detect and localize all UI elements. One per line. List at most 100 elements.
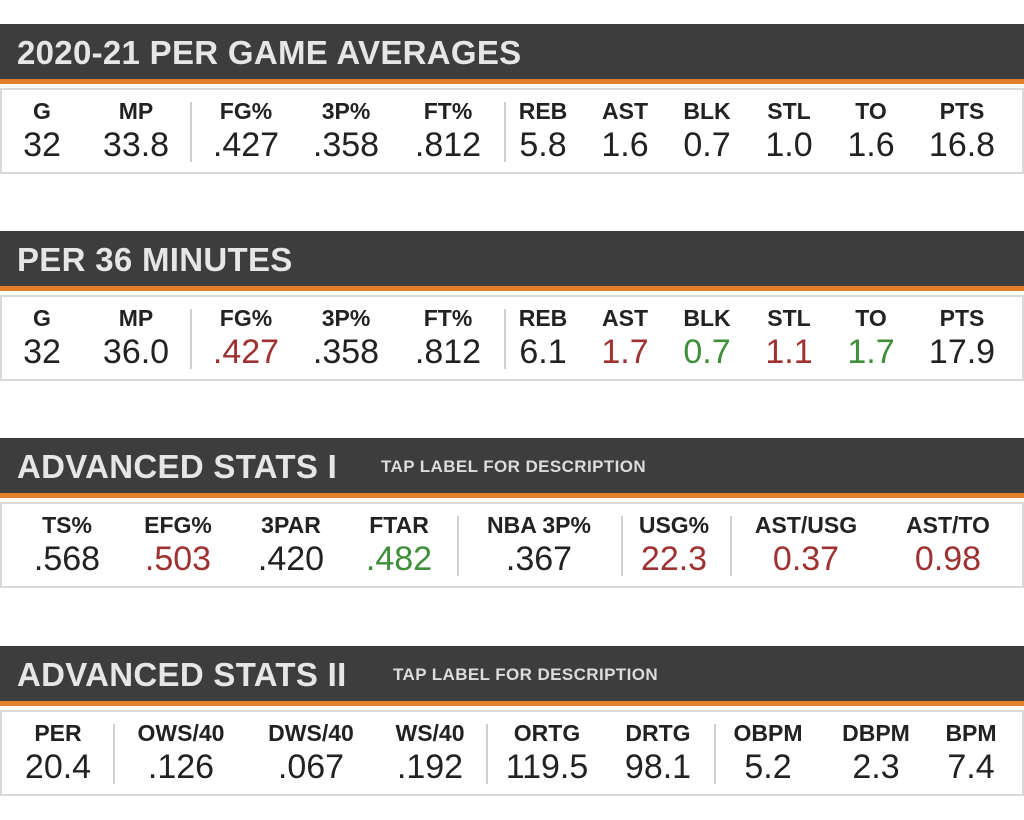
stat-value: 5.2 — [744, 748, 792, 786]
column-divider — [457, 516, 459, 576]
stat-label[interactable]: 3PAR — [261, 512, 321, 538]
stat-label[interactable]: DWS/40 — [268, 720, 354, 746]
stat-ows-40[interactable]: OWS/40.126 — [120, 712, 242, 794]
stat-value: .427 — [212, 126, 280, 164]
stat-value: .420 — [257, 540, 325, 578]
stat-label: 3P% — [321, 305, 371, 331]
stat-ast: AST 1.7 — [590, 297, 660, 379]
stat-label: MP — [118, 98, 154, 124]
stat-label: FG% — [219, 305, 273, 331]
stat-value: .367 — [505, 540, 573, 578]
stat-3p-pct: 3P% .358 — [298, 297, 394, 379]
stat-label[interactable]: OWS/40 — [137, 720, 225, 746]
column-divider — [714, 724, 716, 784]
stat-value: 0.37 — [772, 540, 840, 578]
stat-label[interactable]: WS/40 — [395, 720, 465, 746]
stat-label[interactable]: AST/TO — [906, 512, 990, 538]
stat-reb: REB 6.1 — [508, 297, 578, 379]
stat-bpm[interactable]: BPM 7.4 — [930, 712, 1012, 794]
per-36-minutes-section: PER 36 MINUTES G 32 MP 36.0 FG% .427 3P% .35… — [0, 231, 1024, 381]
stat-value: .192 — [396, 748, 464, 786]
stat-label: G — [33, 305, 51, 331]
stat-label[interactable]: DRTG — [625, 720, 691, 746]
tap-label-hint: TAP LABEL FOR DESCRIPTION — [381, 457, 647, 476]
stat-3par[interactable]: 3PAR .420 — [240, 504, 342, 586]
stat-label: AST — [602, 305, 648, 331]
stat-label[interactable]: ORTG — [513, 720, 581, 746]
stat-label[interactable]: FTAR — [369, 512, 429, 538]
stat-ast: AST 1.6 — [590, 90, 660, 172]
stat-label: G — [33, 98, 51, 124]
column-divider — [190, 102, 192, 162]
stat-ft-pct: FT% .812 — [400, 90, 496, 172]
stat-value: .812 — [414, 333, 482, 371]
section-header: PER 36 MINUTES — [0, 231, 1024, 291]
stat-label[interactable]: EFG% — [144, 512, 212, 538]
stat-value: .812 — [414, 126, 482, 164]
stat-value: .126 — [147, 748, 215, 786]
stat-g: G 32 — [10, 90, 74, 172]
stat-efg-pct[interactable]: EFG% .503 — [122, 504, 234, 586]
stat-label[interactable]: AST/USG — [754, 512, 858, 538]
stat-row: TS% .568 EFG% .503 3PAR .420 FTAR .482 NBA 3… — [0, 502, 1024, 588]
stat-dws-40[interactable]: DWS/40.067 — [250, 712, 372, 794]
stat-label[interactable]: USG% — [638, 512, 710, 538]
stat-label[interactable]: NBA 3P% — [487, 512, 591, 538]
stat-label[interactable]: DBPM — [842, 720, 910, 746]
stat-label[interactable]: BPM — [945, 720, 997, 746]
section-header: ADVANCED STATS II TAP LABEL FOR DESCRIPT… — [0, 646, 1024, 706]
stat-value: 1.1 — [765, 333, 813, 371]
stat-label[interactable]: PER — [34, 720, 82, 746]
section-title: PER 36 MINUTES — [17, 241, 293, 278]
stat-ws-40[interactable]: WS/40.192 — [378, 712, 482, 794]
stat-dbpm[interactable]: DBPM 2.3 — [828, 712, 924, 794]
stat-value: .067 — [277, 748, 345, 786]
stat-value: 1.7 — [847, 333, 895, 371]
stat-label[interactable]: TS% — [42, 512, 92, 538]
stat-mp: MP 33.8 — [90, 90, 182, 172]
stat-ts-pct[interactable]: TS% .568 — [16, 504, 118, 586]
stat-value: .427 — [212, 333, 280, 371]
stat-ortg[interactable]: ORTG 119.5 — [492, 712, 602, 794]
stat-value: .358 — [312, 126, 380, 164]
stat-blk: BLK 0.7 — [672, 90, 742, 172]
stat-label: BLK — [683, 98, 731, 124]
stat-value: 119.5 — [505, 748, 589, 786]
column-divider — [486, 724, 488, 784]
stat-value: 1.6 — [601, 126, 649, 164]
stat-nba-3p-pct[interactable]: NBA 3P% .367 — [464, 504, 614, 586]
per-game-averages-section: 2020-21 PER GAME AVERAGES G 32 MP 33.8 FG%… — [0, 24, 1024, 174]
stat-value: 1.7 — [601, 333, 649, 371]
stat-ast-to[interactable]: AST/TO 0.98 — [882, 504, 1014, 586]
stat-mp: MP 36.0 — [90, 297, 182, 379]
stat-label: FT% — [423, 98, 473, 124]
stat-per[interactable]: PER 20.4 — [8, 712, 108, 794]
section-header: 2020-21 PER GAME AVERAGES — [0, 24, 1024, 84]
stat-row: G 32 MP 33.8 FG% .427 3P% .358 FT% .812 REB 5.… — [0, 88, 1024, 174]
stat-drtg[interactable]: DRTG 98.1 — [608, 712, 708, 794]
column-divider — [504, 102, 506, 162]
stat-label: REB — [518, 305, 568, 331]
advanced-stats-ii-section: ADVANCED STATS II TAP LABEL FOR DESCRIPT… — [0, 646, 1024, 796]
column-divider — [730, 516, 732, 576]
stat-label: PTS — [939, 98, 985, 124]
section-title: 2020-21 PER GAME AVERAGES — [17, 34, 522, 71]
stat-label: STL — [767, 305, 811, 331]
tap-label-hint: TAP LABEL FOR DESCRIPTION — [393, 665, 659, 684]
stat-value: 7.4 — [947, 748, 995, 786]
column-divider — [621, 516, 623, 576]
advanced-stats-i-section: ADVANCED STATS I TAP LABEL FOR DESCRIPTI… — [0, 438, 1024, 588]
stat-obpm[interactable]: OBPM 5.2 — [720, 712, 816, 794]
column-divider — [190, 309, 192, 369]
stat-value: 33.8 — [102, 126, 170, 164]
stat-label: STL — [767, 98, 811, 124]
stat-label[interactable]: OBPM — [733, 720, 803, 746]
stat-value: .503 — [144, 540, 212, 578]
section-title: ADVANCED STATS II — [17, 656, 347, 693]
stat-fg-pct: FG% .427 — [198, 297, 294, 379]
stat-ftar[interactable]: FTAR .482 — [348, 504, 450, 586]
stat-fg-pct: FG% .427 — [198, 90, 294, 172]
stat-ast-usg[interactable]: AST/USG 0.37 — [738, 504, 874, 586]
stat-value: .358 — [312, 333, 380, 371]
stat-usg-pct[interactable]: USG% 22.3 — [628, 504, 720, 586]
